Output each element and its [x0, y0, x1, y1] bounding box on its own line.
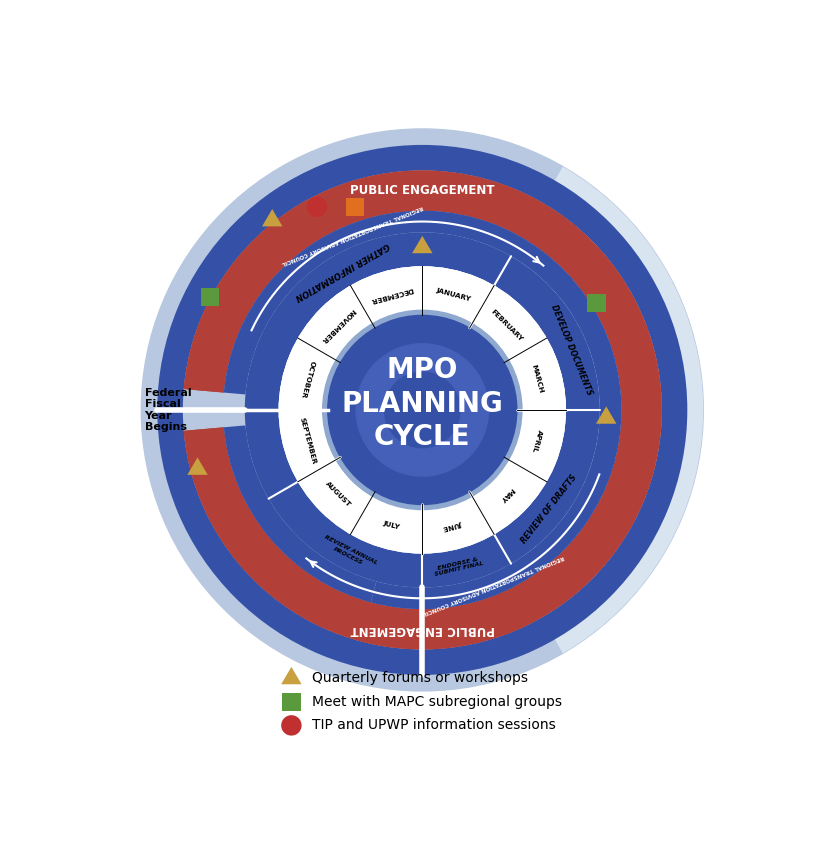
Polygon shape [281, 667, 302, 684]
Bar [282, 693, 301, 711]
Circle shape [356, 344, 489, 476]
Bar [201, 288, 219, 306]
Polygon shape [262, 209, 283, 226]
Wedge shape [224, 211, 621, 609]
Text: REVIEW ANNUAL
PROCESS: REVIEW ANNUAL PROCESS [321, 535, 378, 571]
Wedge shape [184, 170, 662, 650]
Wedge shape [224, 425, 377, 603]
Text: DECEMBER: DECEMBER [369, 286, 414, 304]
Text: REGIONAL TRANSPORTATION ADVISORY COUNCIL: REGIONAL TRANSPORTATION ADVISORY COUNCIL [280, 205, 423, 266]
Wedge shape [279, 410, 566, 554]
Circle shape [281, 715, 302, 735]
Text: TIP and UPWP information sessions: TIP and UPWP information sessions [311, 718, 555, 733]
Text: JUNE: JUNE [443, 520, 463, 531]
Bar [346, 198, 364, 216]
Text: DEVELOP DOCUMENTS: DEVELOP DOCUMENTS [549, 303, 593, 396]
Circle shape [323, 311, 522, 509]
Text: MAY: MAY [499, 486, 515, 502]
Text: MARCH: MARCH [531, 364, 544, 395]
Circle shape [141, 129, 704, 691]
Text: REVIEW OF DRAFTS: REVIEW OF DRAFTS [519, 473, 578, 545]
Circle shape [385, 372, 460, 448]
Wedge shape [184, 427, 523, 650]
Text: MPO
PLANNING
CYCLE: MPO PLANNING CYCLE [341, 356, 503, 451]
Text: GATHER INFORMATION: GATHER INFORMATION [293, 241, 391, 301]
Text: PUBLIC ENGAGEMENT: PUBLIC ENGAGEMENT [350, 623, 494, 636]
Text: REGIONAL TRANSPORTATION ADVISORY COUNCIL: REGIONAL TRANSPORTATION ADVISORY COUNCIL [422, 554, 564, 615]
Text: FEBRUARY: FEBRUARY [489, 309, 523, 342]
Text: Federal
Fiscal
Year
Begins: Federal Fiscal Year Begins [144, 388, 191, 432]
Polygon shape [412, 236, 433, 253]
Bar [588, 294, 606, 312]
Text: Meet with MAPC subregional groups: Meet with MAPC subregional groups [311, 695, 562, 709]
Circle shape [328, 315, 517, 504]
Polygon shape [187, 457, 208, 475]
Text: NOVEMBER: NOVEMBER [320, 307, 356, 344]
Text: PUBLIC ENGAGEMENT: PUBLIC ENGAGEMENT [350, 184, 494, 197]
Text: JANUARY: JANUARY [435, 288, 471, 302]
Text: Quarterly forums or workshops: Quarterly forums or workshops [311, 671, 528, 685]
Text: SEPTEMBER: SEPTEMBER [298, 417, 316, 465]
Text: APRIL: APRIL [531, 429, 543, 453]
Text: JULY: JULY [382, 520, 400, 530]
Wedge shape [422, 167, 703, 653]
Wedge shape [279, 266, 566, 554]
Wedge shape [184, 170, 662, 635]
Wedge shape [279, 266, 566, 410]
Text: AUGUST: AUGUST [324, 480, 352, 508]
Text: ENDORSE &
SUBMIT FINAL: ENDORSE & SUBMIT FINAL [433, 556, 484, 577]
Circle shape [307, 197, 327, 217]
Polygon shape [596, 407, 616, 424]
Text: OCTOBER: OCTOBER [299, 360, 315, 399]
Wedge shape [184, 427, 371, 641]
